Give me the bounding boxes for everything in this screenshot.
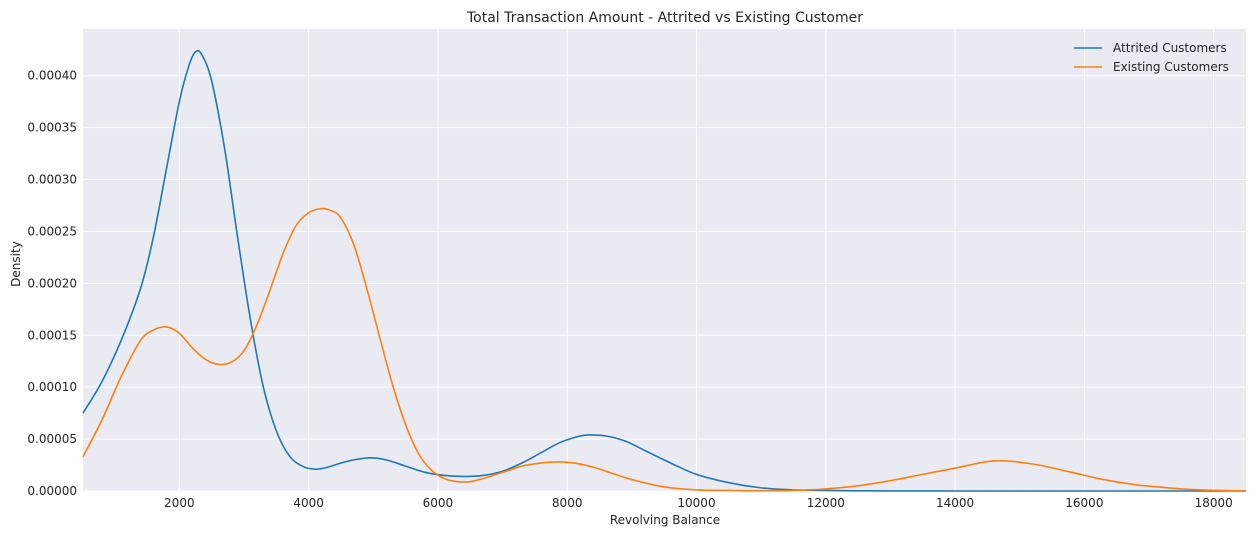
- plot-area: [83, 29, 1246, 491]
- tick-labels: 2000 4000 6000 8000 10000 12000 14000 16000 1800…: [27, 69, 1232, 510]
- y-tick-label: 0.00020: [27, 276, 77, 290]
- x-tick-label: 12000: [807, 496, 845, 510]
- series-layer: [82, 49, 1247, 492]
- x-tick-label: 6000: [423, 496, 454, 510]
- y-tick-label: 0.00030: [27, 173, 77, 187]
- grid-lines: [83, 29, 1246, 492]
- x-tick-label: 4000: [293, 496, 324, 510]
- chart-title: Total Transaction Amount - Attrited vs E…: [466, 10, 863, 26]
- legend-label: Existing Customers: [1113, 60, 1229, 74]
- y-tick-label: 0.00005: [27, 432, 77, 446]
- series-line-attrited: [82, 49, 1246, 492]
- x-tick-label: 10000: [677, 496, 715, 510]
- y-tick-label: 0.00000: [27, 484, 77, 498]
- x-tick-label: 18000: [1195, 496, 1233, 510]
- x-axis-label: Revolving Balance: [610, 513, 720, 527]
- legend-label: Attrited Customers: [1113, 41, 1227, 55]
- legend: Attrited Customers Existing Customers: [1074, 41, 1229, 74]
- y-tick-label: 0.00025: [27, 224, 77, 238]
- y-tick-label: 0.00010: [27, 380, 77, 394]
- y-tick-label: 0.00040: [27, 69, 77, 83]
- x-tick-label: 16000: [1065, 496, 1103, 510]
- series-line-existing: [82, 207, 1247, 492]
- y-tick-label: 0.00015: [27, 328, 77, 342]
- x-tick-label: 14000: [936, 496, 974, 510]
- x-tick-label: 2000: [164, 496, 195, 510]
- y-axis-label: Density: [9, 241, 23, 287]
- x-tick-label: 8000: [552, 496, 583, 510]
- y-tick-label: 0.00035: [27, 121, 77, 135]
